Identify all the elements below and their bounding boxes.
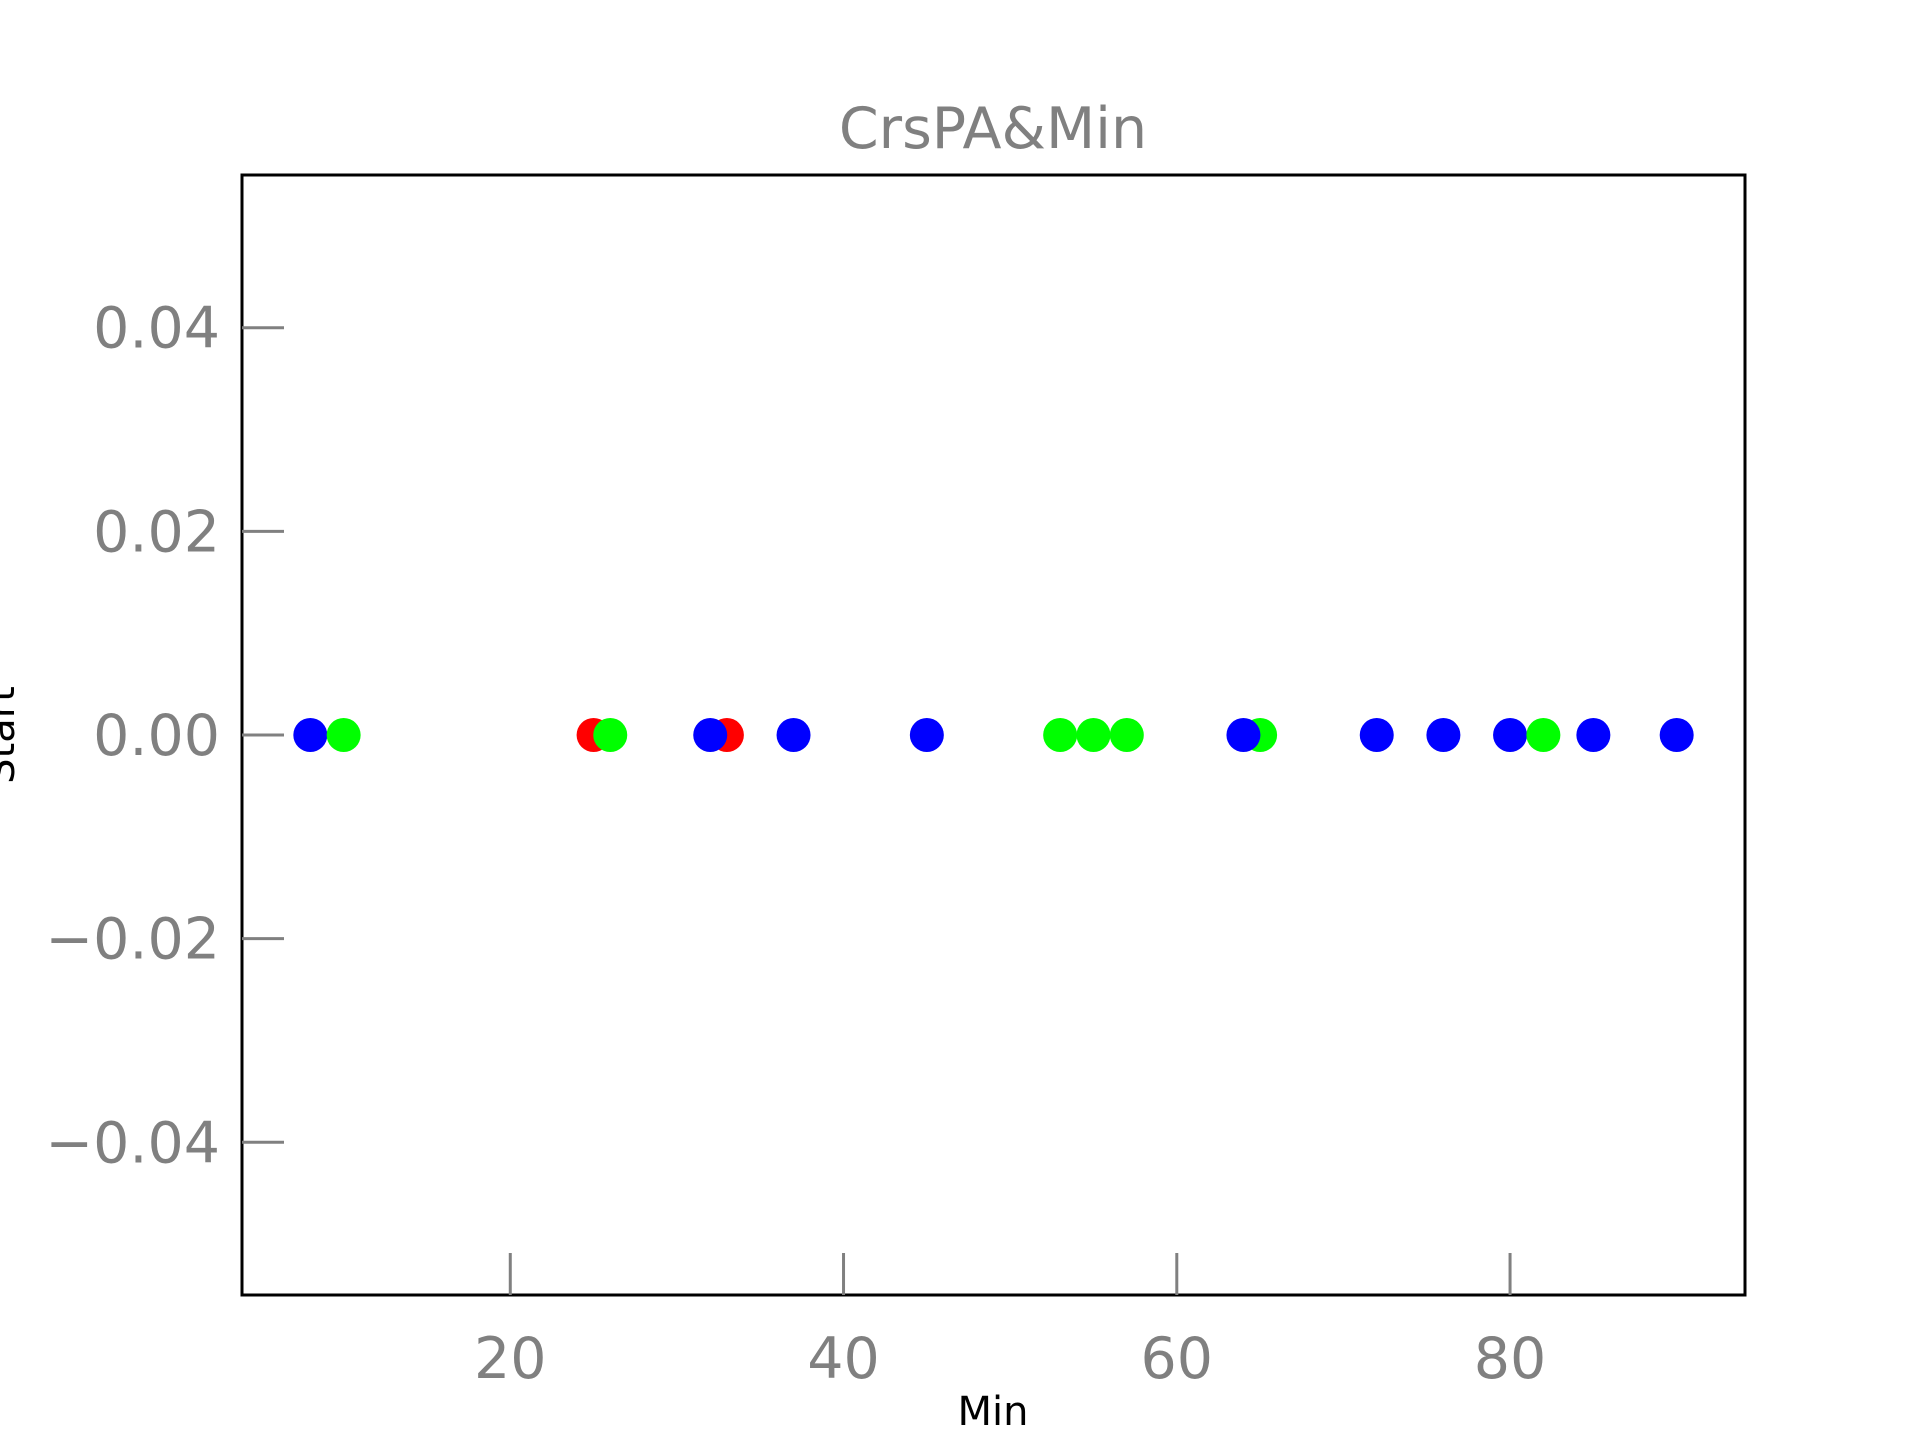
y-tick-label: −0.02: [45, 907, 220, 973]
x-tick-label: 40: [807, 1326, 880, 1392]
data-point: [1359, 718, 1394, 752]
y-tick-label: 0.04: [93, 296, 220, 362]
axis-ticks: 20 40 60 80 0.04 0.02 0.00 −0.02 −0.04: [45, 296, 1546, 1392]
data-point: [593, 718, 628, 752]
y-tick-label: 0.02: [93, 499, 220, 565]
data-point: [776, 718, 811, 752]
x-axis-label: Min: [958, 1389, 1029, 1435]
x-tick-label: 20: [474, 1326, 547, 1392]
x-tick-label: 80: [1474, 1326, 1547, 1392]
x-tick-label: 60: [1141, 1326, 1214, 1392]
chart-title: CrsPA&Min: [839, 96, 1147, 162]
data-point: [1226, 718, 1261, 752]
data-point: [1576, 718, 1611, 752]
scatter-points: [293, 718, 1694, 752]
data-point: [326, 718, 361, 752]
data-point: [293, 718, 328, 752]
y-tick-label: −0.04: [45, 1110, 220, 1176]
data-point: [1043, 718, 1078, 752]
data-point: [1659, 718, 1694, 752]
y-axis-label: Start: [0, 686, 24, 784]
data-point: [1109, 718, 1144, 752]
data-point: [1526, 718, 1561, 752]
data-point: [693, 718, 728, 752]
data-point: [1493, 718, 1528, 752]
data-point: [1426, 718, 1461, 752]
y-tick-label: 0.00: [93, 703, 220, 769]
data-point: [909, 718, 944, 752]
data-point: [1076, 718, 1111, 752]
